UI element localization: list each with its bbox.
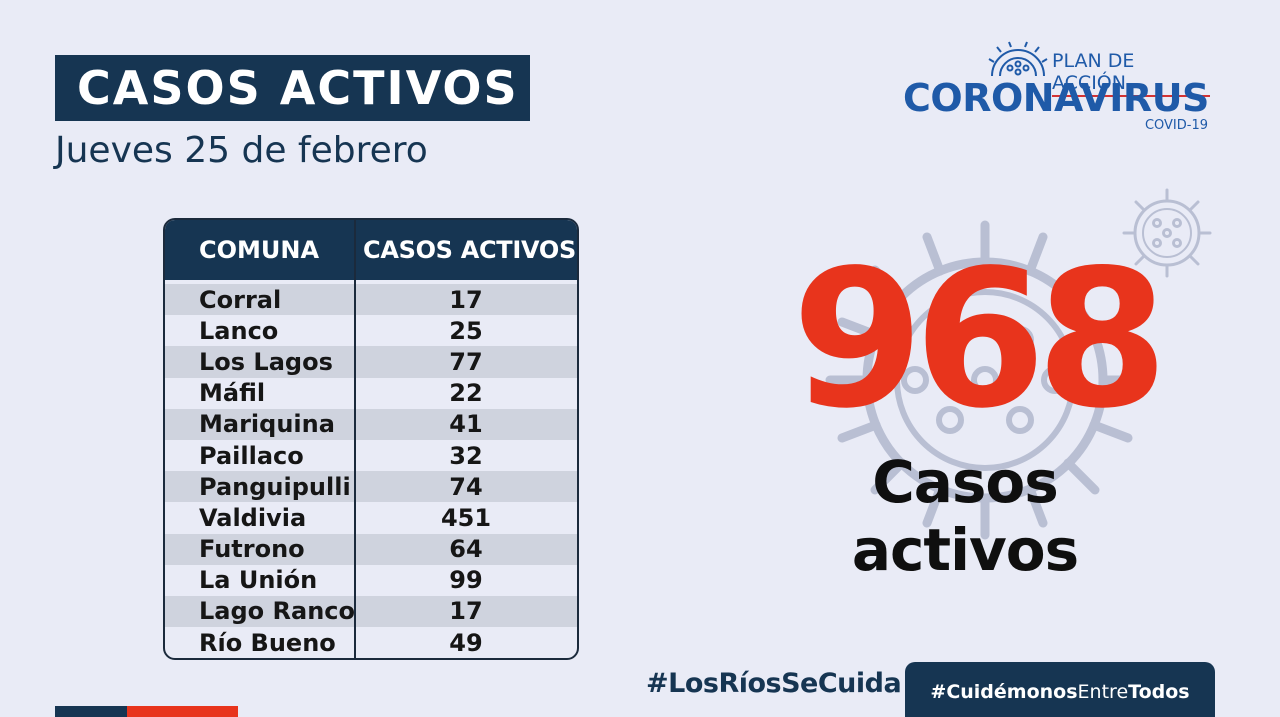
cell-casos: 41 [449, 410, 483, 439]
cell-casos: 74 [449, 472, 483, 501]
cell-casos: 49 [449, 628, 483, 657]
table-row: Los Lagos 77 [165, 346, 577, 378]
table-header: COMUNA CASOS ACTIVOS [165, 220, 577, 280]
virus-watermark-icon [825, 220, 1145, 540]
cell-comuna: Lago Ranco [199, 597, 355, 626]
cases-table: COMUNA CASOS ACTIVOS Corral 17 Lanco 25 Lo… [163, 218, 579, 660]
table-row: Río Bueno 49 [165, 627, 577, 658]
cell-casos: 451 [440, 503, 492, 532]
cell-casos: 32 [449, 441, 483, 470]
title-banner: CASOS ACTIVOS [55, 55, 530, 121]
table-row: Futrono 64 [165, 533, 577, 565]
cell-comuna: Panguipulli [199, 472, 351, 501]
virus-small-icon [1122, 188, 1212, 278]
cell-casos: 77 [449, 347, 483, 376]
cell-casos: 17 [449, 285, 483, 314]
cell-casos: 22 [449, 379, 483, 408]
logo-sub: COVID-19 [1144, 118, 1208, 133]
cell-comuna: Los Lagos [199, 347, 333, 376]
cell-casos: 64 [449, 535, 483, 564]
flag-red-segment [127, 706, 238, 717]
cell-comuna: Valdivia [199, 503, 307, 532]
flag-stripe [55, 706, 238, 717]
table-row: Panguipulli 74 [165, 471, 577, 503]
cell-comuna: Lanco [199, 316, 279, 345]
hashtag-cuidemonos-box: #Cuidémonos Entre Todos [905, 662, 1215, 717]
table-body: Corral 17 Lanco 25 Los Lagos 77 Máfil 22 Mar… [165, 284, 577, 658]
cell-comuna: Máfil [199, 379, 266, 408]
table-row: Máfil 22 [165, 378, 577, 409]
cell-casos: 99 [449, 566, 483, 595]
table-row: Paillaco 32 [165, 440, 577, 471]
hashtag2-part-b: Entre [1077, 681, 1129, 703]
cell-comuna: Futrono [199, 535, 305, 564]
logo-plan-text: PLAN DE ACCIÓN [1052, 50, 1210, 97]
table-row: Lanco 25 [165, 315, 577, 346]
date-subtitle: Jueves 25 de febrero [55, 130, 428, 171]
cell-comuna: Paillaco [199, 441, 304, 470]
flag-blue-segment [55, 706, 127, 717]
cell-comuna: Río Bueno [199, 628, 336, 657]
total-cases-number: 968 [791, 229, 1169, 450]
coronavirus-logo: PLAN DE ACCIÓN CORONAVIRUS COVID-19 [900, 40, 1210, 140]
cell-casos: 25 [449, 316, 483, 345]
hashtag2-part-c: Todos [1128, 681, 1190, 703]
cell-comuna: Corral [199, 285, 282, 314]
column-divider [354, 220, 356, 658]
hashtag-los-rios: #LosRíosSeCuida [646, 668, 902, 699]
total-cases-label: Casos activos [851, 448, 1079, 584]
cell-comuna: Mariquina [199, 410, 335, 439]
table-row: Mariquina 41 [165, 408, 577, 440]
header-comuna: COMUNA [199, 236, 320, 264]
table-row: La Unión 99 [165, 565, 577, 596]
cell-comuna: La Unión [199, 566, 318, 595]
page-title: CASOS ACTIVOS [77, 61, 519, 115]
header-casos: CASOS ACTIVOS [363, 236, 576, 264]
logo-name: CORONAVIRUS [903, 76, 1209, 120]
table-row: Corral 17 [165, 284, 577, 316]
hashtag2-part-a: #Cuidémonos [930, 681, 1078, 703]
table-row: Lago Ranco 17 [165, 595, 577, 628]
table-row: Valdivia 451 [165, 502, 577, 533]
cell-casos: 17 [449, 597, 483, 626]
coronavirus-icon [988, 41, 1048, 77]
